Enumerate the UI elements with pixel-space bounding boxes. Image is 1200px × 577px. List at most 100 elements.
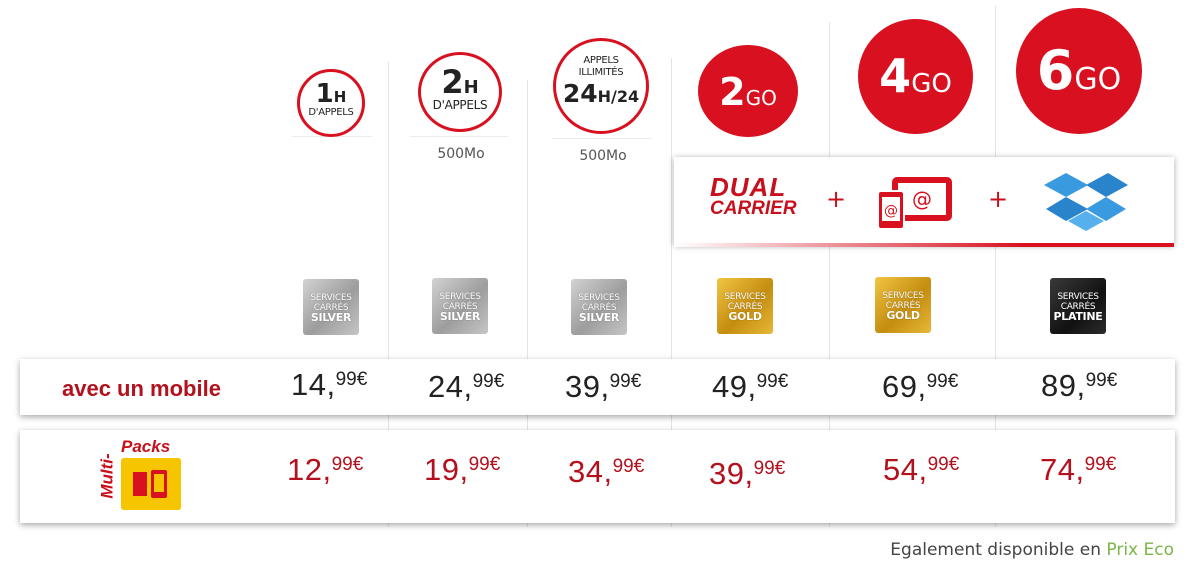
badge-value: 4 <box>879 49 912 103</box>
price-mobile: 39,99€ <box>565 369 641 405</box>
prix-eco-link[interactable]: Prix Eco <box>1106 540 1174 560</box>
price-int: 39, <box>709 456 754 491</box>
tier-line: CARRÉS <box>442 302 478 312</box>
column-divider <box>829 22 830 527</box>
badge-unit: GO <box>745 86 777 110</box>
tier-badge-silver: SERVICES CARRÉS SILVER <box>303 279 359 335</box>
tier-badge-gold: SERVICES CARRÉS GOLD <box>875 277 931 333</box>
price-mobile: 49,99€ <box>712 369 788 405</box>
price-int: 12, <box>287 452 332 487</box>
price-multipacks: 74,99€ <box>1040 452 1116 488</box>
tier-name: GOLD <box>886 309 920 322</box>
footer-text: Egalement disponible en <box>890 540 1101 560</box>
tier-line: CARRÉS <box>581 303 617 313</box>
price-int: 54, <box>883 452 928 487</box>
sim-card-phone-icon <box>121 458 181 510</box>
price-int: 74, <box>1040 452 1085 487</box>
price-multipacks: 54,99€ <box>883 452 959 488</box>
price-dec: 99€ <box>331 454 364 475</box>
price-dec: 99€ <box>753 458 786 479</box>
price-dec: 99€ <box>472 371 505 392</box>
price-int: 39, <box>565 369 610 404</box>
plan-badge-6go: 6GO <box>1016 8 1142 134</box>
price-mobile: 14,99€ <box>291 367 367 403</box>
plan-badge-1h: 1H D'APPELS <box>297 69 365 137</box>
footer-note: Egalement disponible en Prix Eco <box>890 540 1174 560</box>
data-allowance: 500Mo <box>437 146 485 162</box>
price-dec: 99€ <box>756 371 789 392</box>
tier-name: SILVER <box>310 311 352 324</box>
badge-unit: H/24 <box>597 87 640 106</box>
plan-badge-2h: 2H D'APPELS <box>418 52 502 132</box>
tablet-phone-email-icon: @ @ <box>876 175 956 235</box>
carrier-text: CARRIER <box>710 198 797 219</box>
price-int: 24, <box>428 369 473 404</box>
price-row-mobile <box>20 359 1175 415</box>
price-multipacks: 19,99€ <box>424 452 500 488</box>
price-multipacks: 12,99€ <box>287 452 363 488</box>
badge-value: 1 <box>315 79 334 109</box>
price-dec: 99€ <box>335 369 368 390</box>
tier-name: SILVER <box>439 310 481 323</box>
price-int: 69, <box>882 369 927 404</box>
tier-line: SERVICES <box>882 291 924 301</box>
column-divider <box>527 80 528 527</box>
plan-badge-unlimited: APPELS ILLIMITÉS 24H/24 <box>553 38 649 134</box>
dual-carrier-logo: DUAL CARRIER <box>710 172 806 220</box>
dropbox-box-icon <box>1044 171 1128 237</box>
tier-line: SERVICES <box>310 293 352 303</box>
tier-badge-silver: SERVICES CARRÉS SILVER <box>432 278 488 334</box>
badge-caption: APPELS ILLIMITÉS <box>578 55 624 78</box>
price-multipacks: 34,99€ <box>568 454 644 490</box>
data-allowance: 500Mo <box>579 148 627 164</box>
tier-badge-gold: SERVICES CARRÉS GOLD <box>717 278 773 334</box>
price-int: 14, <box>291 367 336 402</box>
price-multipacks: 39,99€ <box>709 456 785 492</box>
tier-line: CARRÉS <box>313 303 349 313</box>
badge-caption: D'APPELS <box>308 107 354 118</box>
plus-sign: + <box>826 185 847 213</box>
tier-badge-platine: SERVICES CARRÉS PLATINE <box>1050 278 1106 334</box>
price-int: 89, <box>1041 368 1086 403</box>
svg-text:@: @ <box>884 203 898 219</box>
badge-unit: H <box>333 88 347 106</box>
price-dec: 99€ <box>927 454 960 475</box>
plus-sign: + <box>988 185 1009 213</box>
badge-unit: GO <box>1074 62 1122 97</box>
header-divider <box>410 136 508 137</box>
price-row-multipacks <box>20 430 1175 523</box>
badge-value: 2 <box>719 70 746 114</box>
price-dec: 99€ <box>1084 454 1117 475</box>
price-dec: 99€ <box>468 454 501 475</box>
tier-name: PLATINE <box>1053 310 1103 323</box>
tier-name: GOLD <box>728 310 762 323</box>
tier-badge-silver: SERVICES CARRÉS SILVER <box>571 279 627 335</box>
tier-line: SERVICES <box>724 292 766 302</box>
tier-name: SILVER <box>578 311 620 324</box>
tier-line: SERVICES <box>578 293 620 303</box>
tier-line: SERVICES <box>1057 292 1099 302</box>
price-int: 34, <box>568 454 613 489</box>
price-int: 19, <box>424 452 469 487</box>
feature-strip: DUAL CARRIER + @ @ + <box>674 157 1174 247</box>
row-label-mobile: avec un mobile <box>62 376 221 401</box>
column-divider <box>388 62 389 527</box>
price-mobile: 89,99€ <box>1041 368 1117 404</box>
plan-badge-2go: 2GO <box>698 45 798 137</box>
tier-line: SERVICES <box>439 292 481 302</box>
header-divider <box>552 138 652 139</box>
badge-unit: H <box>463 77 479 98</box>
badge-caption: D'APPELS <box>432 98 488 112</box>
dual-text: DUAL <box>710 172 787 202</box>
price-int: 49, <box>712 369 757 404</box>
multi-label: Multi- <box>97 453 117 499</box>
svg-text:@: @ <box>912 187 932 211</box>
tier-line: CARRÉS <box>1060 302 1096 312</box>
badge-unit: GO <box>911 69 952 99</box>
packs-label: Packs <box>121 437 171 456</box>
price-dec: 99€ <box>1085 370 1118 391</box>
badge-value: 6 <box>1036 39 1075 102</box>
column-divider <box>671 58 672 527</box>
price-dec: 99€ <box>609 371 642 392</box>
badge-value: 2 <box>441 63 464 101</box>
